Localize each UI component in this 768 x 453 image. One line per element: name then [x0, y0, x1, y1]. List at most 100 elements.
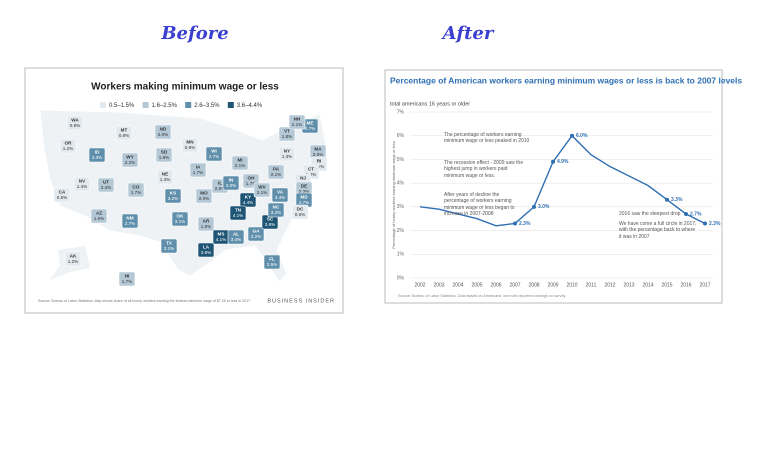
- state-value: 2.6%: [267, 262, 277, 267]
- annotation: The recession effect - 2009 saw the high…: [444, 160, 524, 179]
- state-value: 1.6%: [94, 216, 104, 221]
- state-name: UT: [103, 180, 109, 185]
- state-name: OK: [177, 214, 185, 219]
- data-point: [532, 204, 536, 209]
- data-label: 3.3%: [671, 197, 683, 203]
- legend-label: 1.6–2.5%: [152, 103, 178, 109]
- x-tick-label: 2008: [528, 282, 539, 288]
- y-tick-label: 2%: [397, 228, 405, 234]
- state-region: [181, 137, 199, 153]
- state-value: 0.8%: [119, 133, 129, 138]
- state-name: AL: [233, 232, 239, 237]
- annotation: We have come a full circle in 2017, with…: [619, 221, 697, 240]
- x-tick-label: 2004: [452, 282, 463, 288]
- state-name: OH: [248, 176, 256, 181]
- state-region: [90, 208, 108, 224]
- x-tick-label: 2016: [680, 282, 691, 288]
- state-name: DE: [301, 184, 307, 189]
- state-name: WV: [258, 185, 266, 190]
- state-value: 1.4%: [77, 184, 87, 189]
- state-value: 1.7%: [193, 170, 203, 175]
- state-value: 0.6%: [295, 212, 305, 217]
- x-tick-label: 2007: [509, 282, 520, 288]
- state-value: 2.0%: [158, 132, 168, 137]
- state-region: [59, 138, 77, 154]
- x-tick-label: 2009: [547, 282, 558, 288]
- data-point: [665, 197, 669, 202]
- state-name: MA: [314, 147, 322, 152]
- state-region: [164, 188, 182, 204]
- state-value: 2.1%: [271, 172, 281, 177]
- state-name: SC: [267, 217, 274, 222]
- state-value: 0.8%: [70, 123, 80, 128]
- state-region: [247, 226, 265, 242]
- legend-label: 2.6–3.5%: [194, 103, 220, 109]
- state-name: MT: [121, 128, 128, 133]
- state-name: KY: [245, 195, 251, 200]
- data-label: 3.0%: [538, 204, 550, 210]
- state-name: RI: [317, 159, 322, 164]
- state-region: [88, 147, 106, 163]
- data-label: 4.9%: [557, 159, 569, 165]
- state-value: 0.9%: [185, 145, 195, 150]
- state-name: IA: [196, 165, 201, 170]
- state-name: TN: [235, 208, 242, 213]
- state-value: 2.2%: [125, 160, 135, 165]
- annotation: 2016 saw the steepest drop: [619, 211, 681, 217]
- state-region: [288, 114, 306, 130]
- state-name: NJ: [300, 176, 306, 181]
- state-value: 1.8%: [282, 134, 292, 139]
- state-name: ME: [307, 121, 314, 126]
- state-region: [97, 177, 115, 193]
- before-heading: Before: [160, 23, 228, 44]
- legend-swatch: [142, 102, 149, 108]
- state-name: CO: [133, 185, 140, 190]
- state-value: 0.5%: [57, 195, 67, 200]
- state-name: AK: [70, 254, 77, 259]
- state-region: [160, 238, 178, 254]
- state-value: 4.1%: [233, 213, 243, 218]
- state-name: SD: [161, 150, 168, 155]
- state-name: ND: [160, 127, 167, 132]
- state-name: WY: [126, 155, 133, 160]
- state-region: [156, 169, 174, 185]
- state-value: 4.1%: [216, 237, 226, 242]
- data-point: [684, 211, 688, 216]
- state-name: MO: [200, 191, 208, 196]
- state-value: 3.0%: [226, 183, 236, 188]
- state-name: CT: [308, 167, 314, 172]
- state-region: [229, 205, 247, 221]
- state-region: [171, 211, 189, 227]
- state-region: [267, 202, 285, 218]
- annotation-box: The percentage of workers earning minimu…: [444, 132, 529, 144]
- state-name: WA: [71, 118, 79, 123]
- x-tick-label: 2003: [433, 282, 444, 288]
- state-value: 2.5%: [215, 186, 225, 191]
- after-card: [384, 69, 723, 304]
- state-value: 3.8%: [265, 222, 275, 227]
- map-title: Workers making minimum wage or less: [91, 82, 279, 93]
- state-region: [253, 182, 271, 198]
- state-name: NM: [126, 216, 133, 221]
- after-heading: After: [441, 23, 495, 44]
- data-label: 2.3%: [709, 221, 721, 227]
- state-value: 3.3%: [92, 155, 102, 160]
- data-label: 2.3%: [519, 221, 531, 227]
- state-value: 2.7%: [125, 221, 135, 226]
- annotation-box: 2016 saw the steepest drop: [619, 211, 681, 217]
- legend-swatch: [227, 102, 234, 108]
- state-region: [73, 176, 91, 192]
- x-tick-label: 2012: [604, 282, 615, 288]
- x-tick-label: 2017: [699, 282, 710, 288]
- state-value: 3.1%: [164, 246, 174, 251]
- state-value: 1.2%: [68, 259, 78, 264]
- x-tick-label: 2014: [642, 282, 653, 288]
- x-tick-label: 2015: [661, 282, 672, 288]
- state-value: 1.7%: [131, 190, 141, 195]
- x-tick-label: 2005: [471, 282, 482, 288]
- state-value: 3.2%: [251, 234, 261, 239]
- state-name: NV: [79, 179, 86, 184]
- annotation-box: The recession effect - 2009 saw the high…: [444, 160, 524, 179]
